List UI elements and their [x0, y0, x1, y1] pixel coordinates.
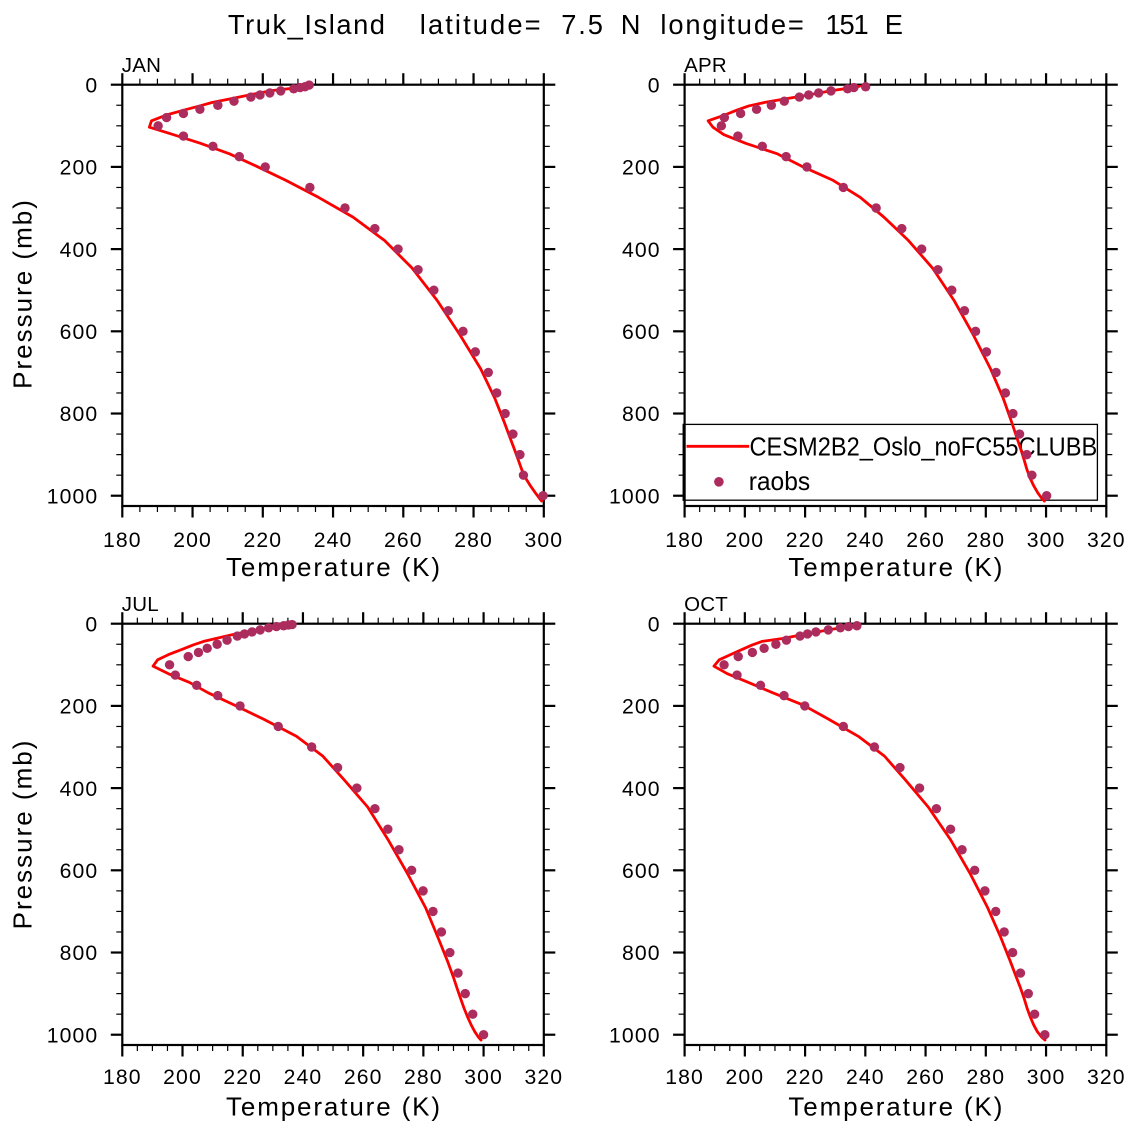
svg-text:200: 200: [173, 529, 212, 552]
svg-text:800: 800: [622, 403, 661, 426]
svg-text:N: N: [621, 9, 641, 40]
svg-text:180: 180: [103, 1066, 142, 1089]
svg-text:Pressure (mb): Pressure (mb): [8, 198, 38, 389]
svg-text:JUL: JUL: [122, 593, 159, 616]
svg-text:220: 220: [786, 1066, 825, 1089]
svg-text:280: 280: [966, 1066, 1005, 1089]
svg-text:CESM2B2_Oslo_noFC55CLUBB: CESM2B2_Oslo_noFC55CLUBB: [750, 433, 1098, 461]
svg-text:1000: 1000: [47, 1024, 99, 1047]
svg-text:300: 300: [524, 529, 563, 552]
svg-text:151: 151: [826, 9, 868, 40]
svg-text:400: 400: [622, 778, 661, 801]
svg-text:OCT: OCT: [684, 593, 728, 616]
svg-text:1000: 1000: [609, 485, 661, 508]
svg-text:260: 260: [906, 529, 945, 552]
svg-text:280: 280: [454, 529, 493, 552]
svg-text:280: 280: [404, 1066, 443, 1089]
svg-text:0: 0: [648, 74, 661, 97]
svg-text:Truk_Island: Truk_Island: [228, 9, 387, 40]
svg-text:260: 260: [384, 529, 423, 552]
svg-text:240: 240: [314, 529, 353, 552]
svg-text:0: 0: [85, 74, 98, 97]
svg-text:longitude=: longitude=: [660, 9, 805, 40]
svg-text:220: 220: [786, 529, 825, 552]
svg-text:220: 220: [243, 529, 282, 552]
svg-text:600: 600: [622, 860, 661, 883]
svg-text:latitude=: latitude=: [420, 9, 543, 40]
svg-text:300: 300: [1027, 529, 1066, 552]
svg-text:Temperature (K): Temperature (K): [226, 552, 442, 582]
svg-text:800: 800: [60, 942, 99, 965]
svg-text:800: 800: [622, 942, 661, 965]
svg-text:400: 400: [60, 239, 99, 262]
svg-text:600: 600: [622, 321, 661, 344]
svg-text:180: 180: [665, 529, 704, 552]
svg-text:200: 200: [622, 696, 661, 719]
svg-text:raobs: raobs: [749, 467, 811, 496]
svg-text:180: 180: [665, 1066, 704, 1089]
svg-text:240: 240: [284, 1066, 323, 1089]
svg-text:0: 0: [85, 613, 98, 636]
svg-text:200: 200: [60, 696, 99, 719]
svg-text:240: 240: [846, 529, 885, 552]
svg-text:1000: 1000: [609, 1024, 661, 1047]
svg-text:800: 800: [60, 403, 99, 426]
svg-text:200: 200: [726, 529, 765, 552]
svg-text:320: 320: [1087, 529, 1126, 552]
svg-text:7.5: 7.5: [561, 9, 605, 40]
svg-text:Temperature (K): Temperature (K): [788, 1091, 1004, 1121]
svg-text:Temperature (K): Temperature (K): [226, 1091, 442, 1121]
svg-text:400: 400: [622, 239, 661, 262]
svg-text:Pressure (mb): Pressure (mb): [8, 739, 38, 930]
svg-text:260: 260: [906, 1066, 945, 1089]
svg-text:E: E: [885, 9, 903, 40]
svg-text:200: 200: [726, 1066, 765, 1089]
svg-text:JAN: JAN: [122, 54, 161, 77]
svg-text:260: 260: [344, 1066, 383, 1089]
svg-text:Temperature (K): Temperature (K): [788, 552, 1004, 582]
svg-text:320: 320: [524, 1066, 563, 1089]
svg-text:200: 200: [163, 1066, 202, 1089]
svg-text:600: 600: [60, 321, 99, 344]
svg-text:280: 280: [966, 529, 1005, 552]
svg-text:1000: 1000: [47, 485, 99, 508]
svg-text:APR: APR: [684, 54, 727, 77]
svg-text:220: 220: [223, 1066, 262, 1089]
svg-text:600: 600: [60, 860, 99, 883]
svg-text:0: 0: [648, 613, 661, 636]
svg-text:400: 400: [60, 778, 99, 801]
svg-text:320: 320: [1087, 1066, 1126, 1089]
svg-text:180: 180: [103, 529, 142, 552]
svg-text:300: 300: [1027, 1066, 1066, 1089]
svg-text:240: 240: [846, 1066, 885, 1089]
svg-text:300: 300: [464, 1066, 503, 1089]
svg-text:200: 200: [60, 157, 99, 180]
svg-text:200: 200: [622, 157, 661, 180]
